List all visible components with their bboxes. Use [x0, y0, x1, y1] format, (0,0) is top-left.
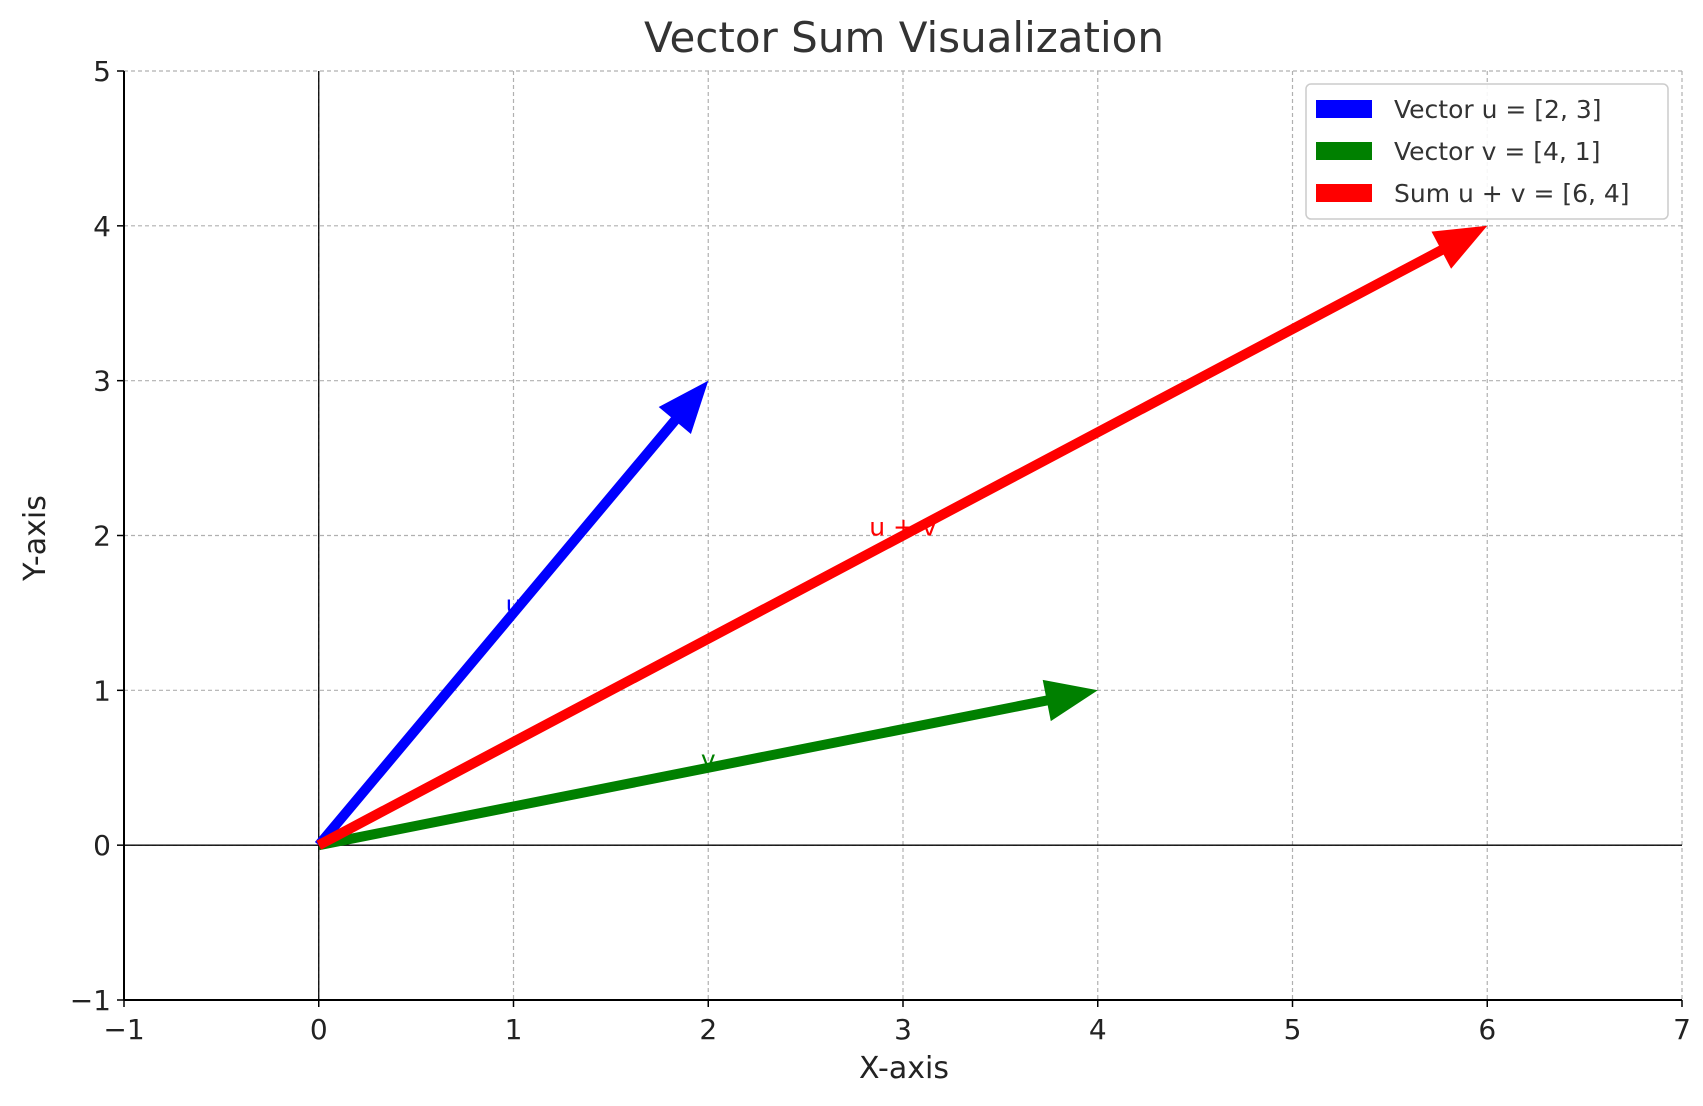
- vector-u: [314, 380, 709, 849]
- legend-swatch: [1316, 184, 1372, 202]
- x-tick-label: 0: [310, 1013, 328, 1046]
- x-tick-label: 4: [1089, 1013, 1107, 1046]
- y-tick-label: 2: [93, 520, 111, 553]
- y-tick-label: 4: [93, 210, 111, 243]
- vector-arrow: [314, 380, 709, 849]
- legend-item: Sum u + v = [6, 4]: [1316, 179, 1630, 208]
- legend-label: Vector v = [4, 1]: [1394, 137, 1600, 166]
- vector-label: u + v: [869, 513, 937, 542]
- x-tick-label: −1: [103, 1013, 144, 1046]
- chart-title: Vector Sum Visualization: [644, 13, 1164, 62]
- legend-swatch: [1316, 100, 1372, 118]
- y-axis-label: Y-axis: [18, 495, 53, 582]
- y-tick-label: −1: [70, 984, 111, 1017]
- grid: [123, 70, 1683, 1001]
- legend-item: Vector u = [2, 3]: [1316, 95, 1602, 124]
- legend-box: [1305, 83, 1669, 220]
- y-tick-label: 3: [93, 365, 111, 398]
- x-tick-label: 3: [894, 1013, 912, 1046]
- vector-label: u: [506, 590, 522, 619]
- ticks: −1 0 1 2 3 4 5 6 7 −1 0 1 2 3 4 5: [70, 55, 1691, 1046]
- vector-arrow: [317, 679, 1098, 851]
- vector-v: [317, 679, 1098, 851]
- x-tick-label: 6: [1478, 1013, 1496, 1046]
- vector-label: v: [701, 745, 716, 774]
- y-tick-label: 0: [93, 829, 111, 862]
- x-tick-label: 7: [1673, 1013, 1691, 1046]
- vector-u-v: [316, 225, 1488, 850]
- legend-label: Vector u = [2, 3]: [1394, 95, 1602, 124]
- vectors: [314, 225, 1488, 851]
- legend-item: Vector v = [4, 1]: [1316, 137, 1600, 166]
- y-tick-label: 5: [93, 55, 111, 88]
- vector-labels: u v u + v: [506, 513, 937, 774]
- x-tick-label: 2: [699, 1013, 717, 1046]
- y-tick-label: 1: [93, 674, 111, 707]
- x-tick-label: 1: [505, 1013, 523, 1046]
- x-tick-label: 5: [1284, 1013, 1302, 1046]
- legend-swatch: [1316, 142, 1372, 160]
- legend-label: Sum u + v = [6, 4]: [1394, 179, 1630, 208]
- x-axis-label: X-axis: [859, 1051, 949, 1086]
- legend: Vector u = [2, 3] Vector v = [4, 1] Sum u …: [1305, 83, 1669, 220]
- vector-arrow: [316, 225, 1488, 850]
